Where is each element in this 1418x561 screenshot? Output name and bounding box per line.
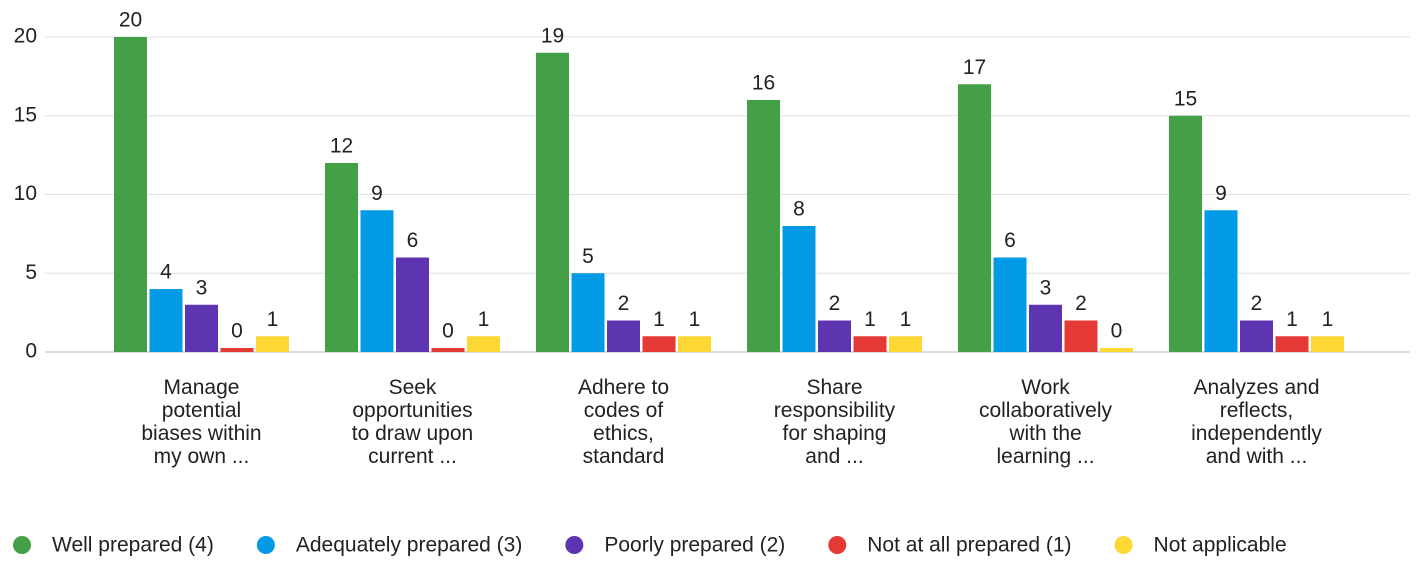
x-tick-label: Work collaboratively with the learning .…	[978, 376, 1113, 468]
bar	[1311, 336, 1344, 352]
value-label: 1	[864, 308, 876, 331]
bar	[256, 336, 289, 352]
bar	[220, 348, 254, 352]
bar	[1029, 304, 1062, 352]
bar	[149, 289, 183, 352]
bar	[571, 273, 605, 352]
bar	[853, 336, 887, 352]
legend-label: Well prepared (4)	[52, 534, 214, 557]
bar	[678, 336, 711, 352]
value-label: 8	[793, 198, 805, 221]
value-label: 1	[900, 308, 912, 331]
x-tick-label: Analyzes and reflects, independently and…	[1191, 376, 1322, 468]
value-label: 0	[231, 320, 243, 343]
value-label: 9	[371, 182, 383, 205]
value-label: 20	[119, 9, 142, 32]
value-label: 1	[267, 308, 279, 331]
bar	[325, 163, 358, 352]
bar	[1275, 336, 1309, 352]
value-label: 16	[752, 72, 775, 95]
value-label: 0	[442, 320, 454, 343]
value-label: 3	[1040, 276, 1052, 299]
bar	[1204, 210, 1238, 352]
value-label: 5	[582, 245, 594, 268]
value-label: 2	[829, 292, 841, 315]
legend-marker	[13, 536, 31, 554]
y-tick-label: 0	[25, 340, 37, 363]
value-label: 6	[407, 229, 419, 252]
bar	[185, 304, 218, 352]
legend-marker	[256, 536, 275, 554]
y-tick-label: 10	[14, 182, 37, 205]
bar	[607, 320, 640, 352]
value-label: 17	[963, 56, 986, 79]
legend-label: Poorly prepared (2)	[604, 534, 785, 557]
bar	[1100, 348, 1133, 352]
bar	[818, 320, 851, 352]
value-label: 6	[1004, 229, 1016, 252]
x-tick-label: Adhere to codes of ethics, standard	[577, 376, 670, 468]
bar	[536, 52, 569, 352]
legend-marker	[828, 536, 847, 554]
value-label: 4	[160, 261, 172, 284]
legend-label: Not at all prepared (1)	[867, 534, 1071, 557]
value-label: 1	[1286, 308, 1298, 331]
value-label: 12	[330, 135, 353, 158]
bar	[889, 336, 922, 352]
value-label: 0	[1111, 320, 1123, 343]
bar	[1169, 115, 1202, 352]
value-label: 1	[1322, 308, 1334, 331]
bar	[431, 348, 465, 352]
bar	[467, 336, 500, 352]
bar	[993, 257, 1027, 352]
legend-marker	[565, 536, 584, 554]
bar	[114, 37, 147, 352]
x-tick-label: Manage potential biases within my own ..…	[141, 376, 262, 468]
legend-marker	[1114, 536, 1133, 554]
x-tick-label: Share responsibility for shaping and ...	[773, 376, 896, 468]
y-tick-label: 20	[14, 25, 37, 48]
value-label: 1	[478, 308, 490, 331]
bar	[782, 226, 816, 352]
bar	[958, 84, 991, 352]
value-label: 2	[1251, 292, 1263, 315]
y-tick-label: 15	[14, 103, 37, 126]
bar	[747, 100, 780, 352]
value-label: 19	[541, 24, 564, 47]
bar	[1064, 320, 1098, 352]
bar	[1240, 320, 1273, 352]
value-label: 15	[1174, 87, 1197, 110]
value-label: 2	[618, 292, 630, 315]
value-label: 9	[1215, 182, 1227, 205]
value-label: 3	[196, 276, 208, 299]
value-label: 1	[689, 308, 701, 331]
value-label: 2	[1075, 292, 1087, 315]
bar	[642, 336, 676, 352]
bar	[360, 210, 394, 352]
legend-label: Adequately prepared (3)	[296, 534, 522, 557]
bar	[396, 257, 429, 352]
x-tick-label: Seek opportunities to draw upon current …	[351, 376, 474, 468]
value-label: 1	[653, 308, 665, 331]
y-tick-label: 5	[25, 261, 37, 284]
legend-label: Not applicable	[1154, 534, 1287, 557]
